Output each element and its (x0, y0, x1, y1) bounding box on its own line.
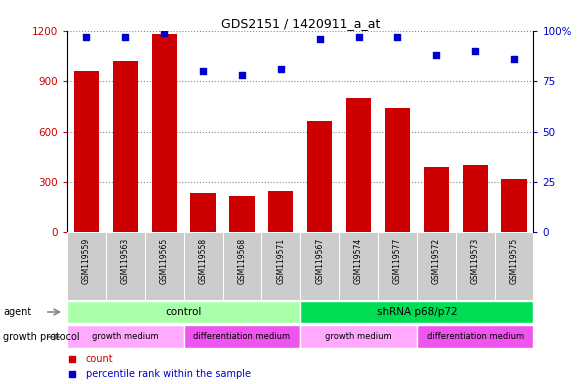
Point (237, 72, 247, 78)
Bar (67, 232, 106, 300)
Text: GSM119571: GSM119571 (276, 238, 285, 284)
Bar (184, 326, 300, 348)
Bar (229, 196, 255, 232)
Bar (417, 232, 456, 300)
Bar (417, 326, 533, 348)
Bar (223, 232, 261, 300)
Bar (307, 121, 332, 232)
Text: GSM119558: GSM119558 (199, 238, 208, 284)
Point (198, 68, 208, 74)
Point (393, 34, 402, 40)
Bar (300, 326, 417, 348)
Text: GSM119572: GSM119572 (432, 238, 441, 284)
Bar (268, 191, 293, 232)
Bar (67, 301, 300, 323)
Bar (113, 61, 138, 232)
Bar (385, 108, 410, 232)
Bar (300, 232, 339, 300)
Bar (494, 232, 533, 300)
Point (354, 34, 363, 40)
Text: growth medium: growth medium (325, 333, 392, 341)
Point (160, 30, 169, 36)
Text: GSM119568: GSM119568 (237, 238, 247, 284)
Point (510, 56, 519, 62)
Text: differentiation medium: differentiation medium (194, 333, 290, 341)
Text: agent: agent (3, 307, 31, 317)
Text: growth medium: growth medium (92, 333, 159, 341)
Point (431, 52, 441, 58)
Bar (456, 232, 494, 300)
Text: count: count (86, 354, 113, 364)
Text: GSM119575: GSM119575 (510, 238, 518, 284)
Text: growth protocol: growth protocol (3, 332, 79, 342)
Bar (300, 301, 533, 323)
Point (82, 34, 91, 40)
Title: GDS2151 / 1420911_a_at: GDS2151 / 1420911_a_at (220, 17, 380, 30)
Text: control: control (166, 307, 202, 317)
Text: GSM119565: GSM119565 (160, 238, 168, 284)
Text: GSM119559: GSM119559 (82, 238, 91, 284)
Bar (462, 165, 488, 232)
Text: GSM119563: GSM119563 (121, 238, 130, 284)
Bar (261, 232, 300, 300)
Bar (424, 167, 449, 232)
Bar (67, 326, 184, 348)
Bar (378, 232, 417, 300)
Point (315, 36, 324, 42)
Text: percentile rank within the sample: percentile rank within the sample (86, 369, 251, 379)
Bar (501, 179, 526, 232)
Point (121, 34, 130, 40)
Text: GSM119574: GSM119574 (354, 238, 363, 284)
Text: GSM119577: GSM119577 (393, 238, 402, 284)
Bar (346, 98, 371, 232)
Bar (152, 34, 177, 232)
Bar (184, 232, 223, 300)
Bar (339, 232, 378, 300)
Text: differentiation medium: differentiation medium (427, 333, 524, 341)
Bar (74, 71, 99, 232)
Point (470, 48, 480, 54)
Text: GSM119567: GSM119567 (315, 238, 324, 284)
Bar (106, 232, 145, 300)
Point (276, 66, 286, 72)
Text: GSM119573: GSM119573 (470, 238, 480, 284)
Bar (191, 193, 216, 232)
Bar (145, 232, 184, 300)
Text: shRNA p68/p72: shRNA p68/p72 (377, 307, 457, 317)
